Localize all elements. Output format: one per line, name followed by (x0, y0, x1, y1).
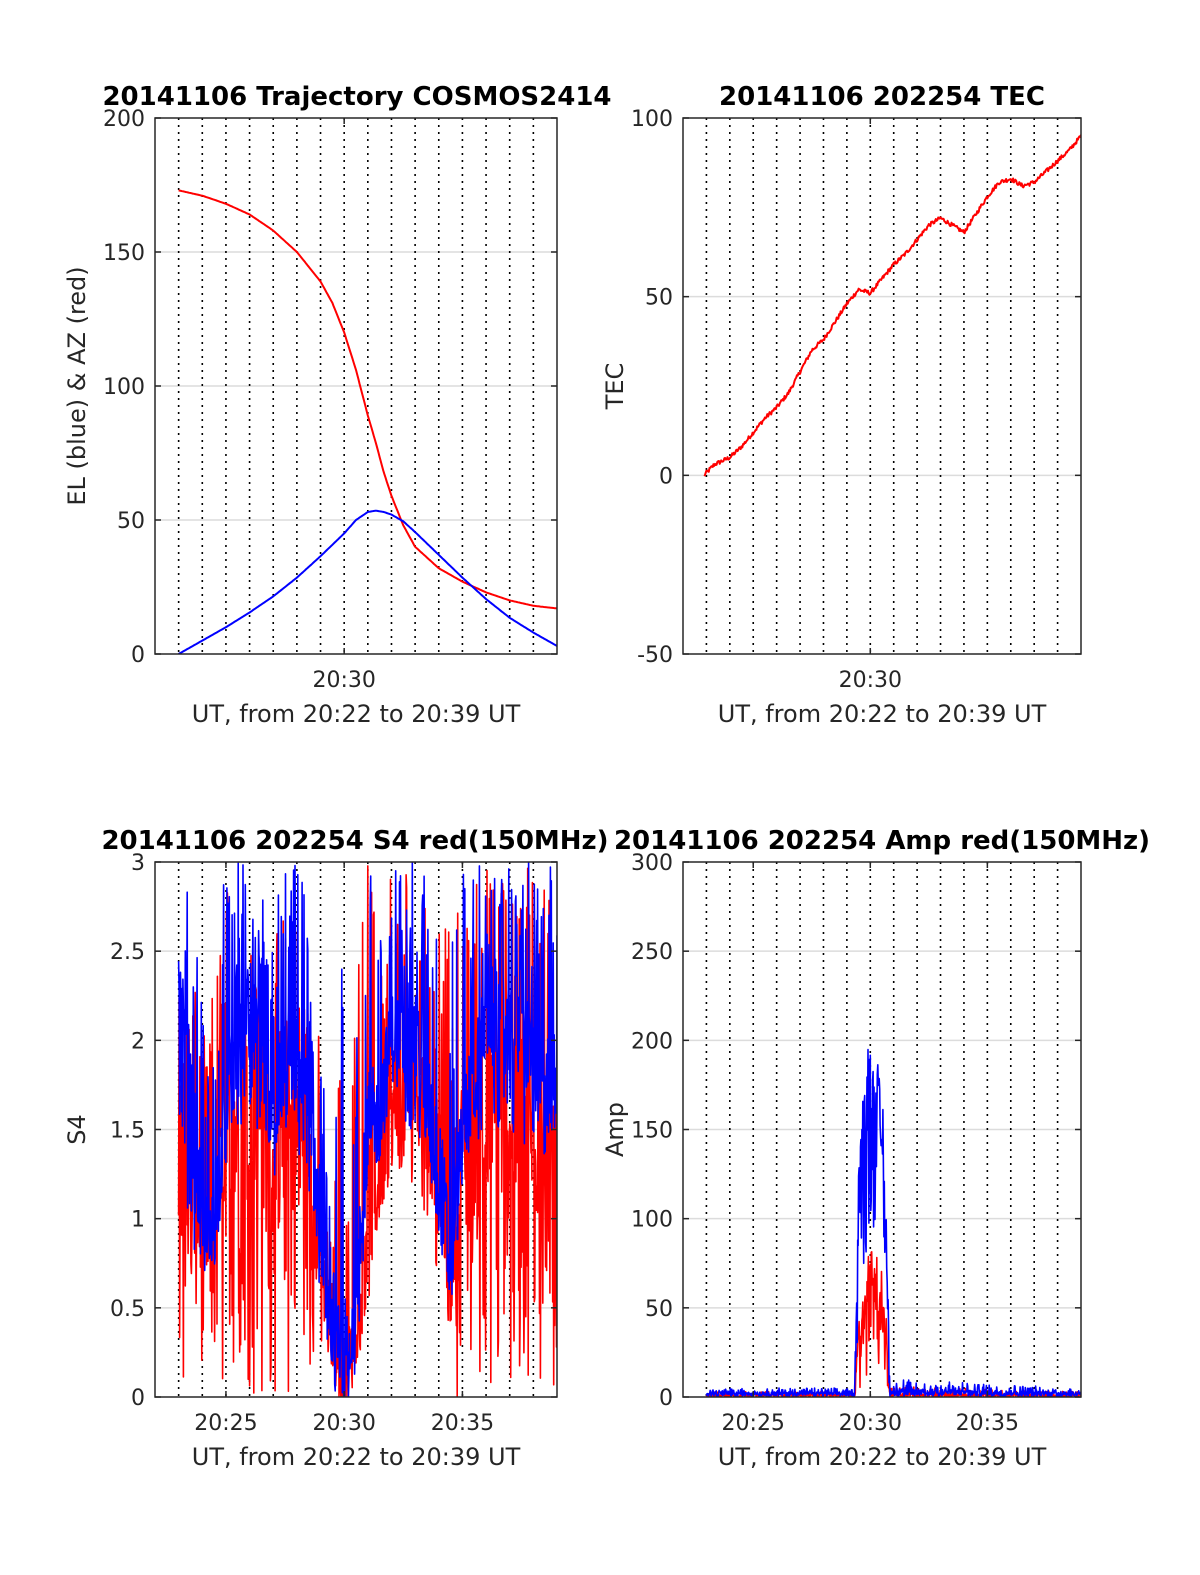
y-tick-label: 150 (631, 1119, 673, 1144)
y-tick-label: 100 (103, 375, 145, 400)
x-tick-label: 20:25 (722, 1411, 785, 1436)
x-tick-label: 20:30 (312, 668, 375, 693)
x-tick-label: 20:30 (312, 1411, 375, 1436)
y-tick-label: 250 (631, 940, 673, 965)
series-az-line (178, 189, 557, 610)
y-tick-label: -50 (637, 643, 673, 668)
chart-trajectory: 0 50 100 150 200 20:30 20141106 Trajectory COS… (63, 82, 612, 728)
x-tick-label: 20:30 (839, 668, 902, 693)
y-tick-label: 3 (131, 851, 145, 876)
chart-title: 20141106 Trajectory COSMOS2414 (102, 82, 611, 112)
x-axis-label: UT, from 20:22 to 20:39 UT (718, 700, 1047, 728)
x-tick-label: 20:35 (956, 1411, 1019, 1436)
series-el-line (178, 509, 557, 654)
y-axis-label: EL (blue) & AZ (red) (63, 266, 91, 505)
x-tick-label: 20:25 (194, 1411, 257, 1436)
series-group (178, 189, 557, 654)
x-axis-label: UT, from 20:22 to 20:39 UT (192, 700, 521, 728)
x-axis-label: UT, from 20:22 to 20:39 UT (718, 1443, 1047, 1471)
chart-title: 20141106 202254 S4 red(150MHz) (101, 826, 608, 856)
y-tick-label: 0 (659, 464, 673, 489)
y-tick-label: 150 (103, 241, 145, 266)
y-tick-label: 0 (131, 1386, 145, 1411)
y-tick-label: 50 (645, 1297, 673, 1322)
y-tick-label: 100 (631, 1208, 673, 1233)
y-tick-label: 50 (117, 509, 145, 534)
chart-s4: 0 0.5 1 1.5 2 2.5 3 20:25 20:30 20:35 20141106 202… (63, 826, 609, 1471)
y-tick-label: 1.5 (110, 1119, 145, 1144)
series-tec-line (703, 134, 1081, 477)
chart-title: 20141106 202254 Amp red(150MHz) (614, 826, 1150, 856)
y-tick-label: 0.5 (110, 1297, 145, 1322)
y-axis-label: S4 (63, 1114, 91, 1145)
chart-amp: 0 50 100 150 200 250 300 20:25 20:30 20:35 2014110… (601, 826, 1150, 1471)
y-tick-label: 1 (131, 1208, 145, 1233)
series-group (177, 862, 557, 1397)
axes-box (682, 117, 1082, 655)
y-tick-label: 0 (131, 643, 145, 668)
y-tick-label: 300 (631, 851, 673, 876)
x-tick-label: 20:30 (839, 1411, 902, 1436)
plot-area (683, 118, 1081, 654)
series-s4-blue-line (177, 862, 557, 1397)
y-tick-label: 200 (103, 107, 145, 132)
y-tick-label: 200 (631, 1029, 673, 1054)
y-tick-label: 0 (659, 1386, 673, 1411)
y-tick-label: 2 (131, 1029, 145, 1054)
y-tick-label: 50 (645, 286, 673, 311)
y-axis-label: TEC (601, 363, 629, 411)
chart-tec: -50 0 50 100 20:30 20141106 202254 TEC UT, fro… (601, 82, 1082, 728)
y-tick-label: 2.5 (110, 940, 145, 965)
y-axis-label: Amp (601, 1102, 629, 1157)
x-axis-label: UT, from 20:22 to 20:39 UT (192, 1443, 521, 1471)
x-tick-label: 20:35 (431, 1411, 494, 1436)
y-tick-label: 100 (631, 107, 673, 132)
chart-title: 20141106 202254 TEC (719, 82, 1045, 112)
series-group (703, 134, 1081, 477)
